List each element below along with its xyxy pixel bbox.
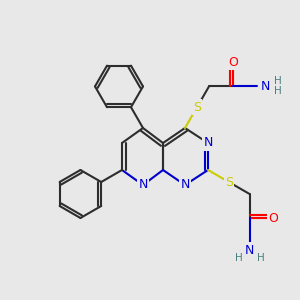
Text: H: H (256, 253, 264, 263)
Text: H: H (274, 86, 282, 96)
Text: O: O (268, 212, 278, 224)
Text: N: N (260, 80, 270, 93)
Text: N: N (180, 178, 190, 191)
Text: N: N (203, 136, 213, 149)
Text: S: S (225, 176, 233, 188)
Text: N: N (138, 178, 148, 191)
Text: H: H (274, 76, 282, 86)
Text: N: N (245, 244, 254, 256)
Text: H: H (235, 253, 243, 263)
Text: O: O (228, 56, 238, 69)
Text: S: S (193, 101, 201, 114)
